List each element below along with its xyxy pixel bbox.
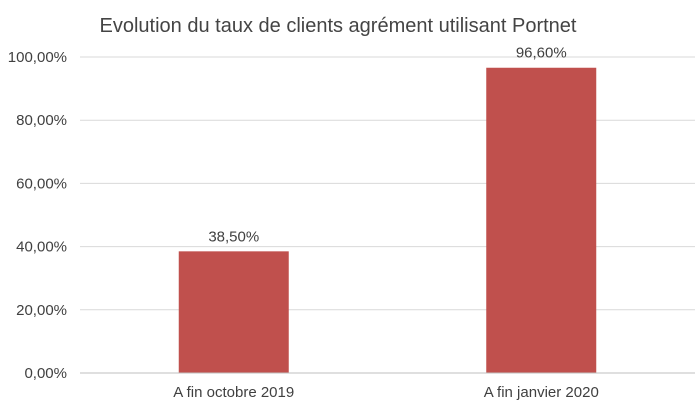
y-tick-label: 0,00% (24, 365, 67, 382)
data-label: 38,50% (208, 228, 259, 245)
y-axis-tick-labels: 0,00% 20,00% 40,00% 60,00% 80,00% 100,00% (8, 49, 67, 382)
bar (486, 67, 597, 373)
x-category-label: A fin octobre 2019 (173, 384, 294, 401)
x-axis-category-labels: A fin octobre 2019 A fin janvier 2020 (173, 384, 599, 401)
y-tick-label: 60,00% (16, 175, 67, 192)
data-labels: 38,50% 96,60% (208, 45, 566, 246)
y-tick-label: 20,00% (16, 302, 67, 319)
chart-title: Evolution du taux de clients agrément ut… (100, 15, 577, 37)
bar (178, 251, 289, 373)
x-category-label: A fin janvier 2020 (484, 384, 599, 401)
gridlines (80, 56, 695, 311)
y-tick-label: 40,00% (16, 239, 67, 256)
y-tick-label: 80,00% (16, 112, 67, 129)
data-label: 96,60% (516, 45, 567, 62)
bars (178, 67, 597, 373)
y-tick-label: 100,00% (8, 49, 67, 66)
